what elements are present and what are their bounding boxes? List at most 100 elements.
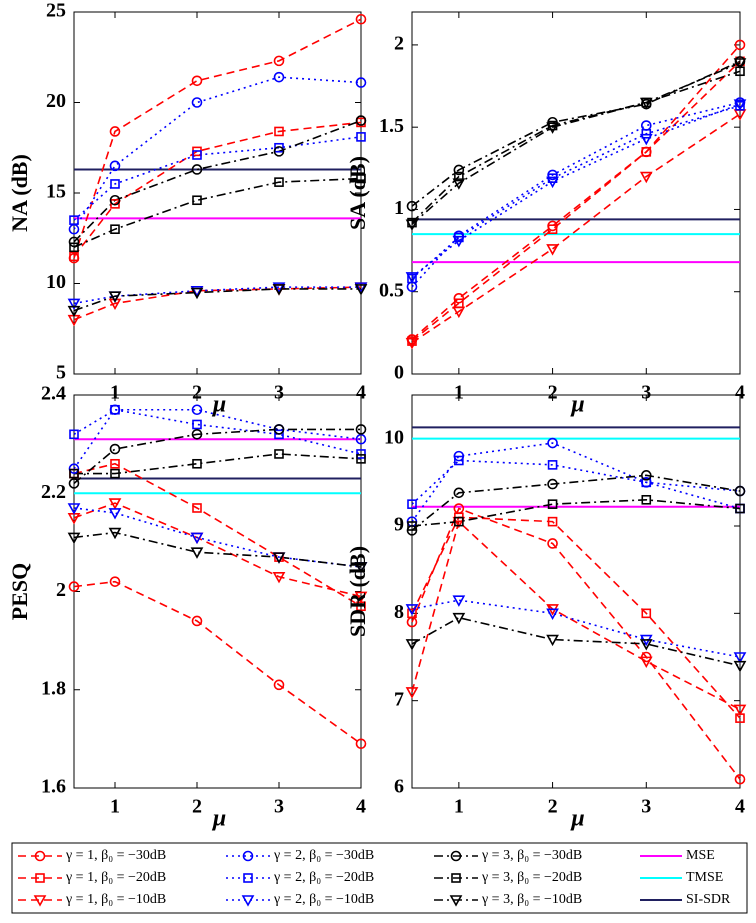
legend-marker (35, 873, 45, 883)
marker (547, 437, 558, 449)
x-axis-label: μ (569, 806, 584, 832)
series-line (73, 286, 361, 305)
marker (547, 499, 558, 509)
marker (547, 478, 558, 490)
legend-label: MSE (686, 848, 715, 863)
legend-label: γ = 2, β₀ = −20dB (273, 870, 374, 885)
y-tick-label: 5 (56, 362, 66, 384)
marker (274, 126, 284, 137)
series-line (411, 70, 741, 224)
marker (192, 150, 202, 160)
marker (272, 282, 286, 294)
legend-marker (243, 873, 253, 883)
x-axis-label: μ (569, 392, 584, 418)
legend-marker (450, 850, 462, 862)
y-tick-label: 2.2 (41, 481, 66, 503)
series-line (411, 474, 741, 531)
legend-marker (34, 850, 46, 862)
legend-label: γ = 1, β₀ = −20dB (65, 870, 166, 885)
marker (68, 581, 80, 592)
marker (452, 612, 466, 625)
legend-label: γ = 3, β₀ = −10dB (481, 892, 582, 907)
marker (190, 532, 204, 545)
marker (190, 287, 204, 300)
marker (67, 532, 81, 545)
marker (639, 639, 653, 651)
marker (68, 236, 80, 248)
marker (191, 97, 203, 108)
series-line (73, 119, 362, 243)
marker (110, 404, 120, 415)
marker (733, 58, 747, 70)
legend-marker (242, 850, 254, 862)
marker (734, 485, 746, 497)
x-tick-label: 1 (454, 796, 464, 818)
marker (191, 75, 203, 87)
marker (191, 164, 203, 175)
series-line (411, 507, 741, 780)
x-tick-label: 4 (735, 382, 745, 404)
x-tick-label: 2 (192, 796, 202, 818)
y-tick-label: 2 (394, 33, 404, 55)
x-tick-label: 1 (454, 382, 464, 404)
y-tick-label: 1.5 (379, 115, 404, 137)
marker (109, 576, 121, 587)
marker (641, 128, 652, 139)
series-line (73, 462, 362, 607)
marker (546, 608, 559, 620)
marker (354, 284, 368, 296)
panel: 0 0.5 1 1.5 2 1 2 3 4 μ SA (dB) (345, 11, 745, 418)
marker (453, 487, 465, 499)
x-tick-label: 3 (641, 796, 651, 818)
marker (273, 424, 285, 435)
legend-label: TMSE (686, 870, 723, 885)
marker (734, 39, 746, 51)
marker (734, 773, 746, 785)
x-tick-label: 4 (356, 382, 366, 404)
x-tick-label: 3 (641, 382, 651, 404)
y-tick-label: 2.4 (41, 383, 66, 405)
marker (355, 424, 367, 435)
marker (273, 55, 285, 67)
series-line (73, 288, 361, 312)
marker (546, 634, 559, 647)
marker (405, 639, 419, 651)
marker (546, 244, 559, 256)
marker (191, 404, 203, 416)
y-tick-label: 15 (46, 181, 66, 203)
legend-marker (33, 895, 47, 907)
axes-box (73, 394, 362, 789)
marker (190, 285, 204, 298)
legend-marker (449, 895, 463, 907)
marker (355, 115, 367, 126)
marker (108, 298, 122, 311)
marker (108, 527, 122, 540)
y-tick-label: 25 (46, 0, 66, 22)
x-tick-label: 3 (274, 382, 284, 404)
y-axis-label: SA (dB) (345, 156, 370, 230)
x-tick-label: 1 (110, 796, 120, 818)
marker (640, 470, 652, 481)
marker (546, 122, 559, 134)
marker (452, 235, 466, 248)
marker (639, 656, 653, 669)
series-line (411, 599, 741, 658)
y-axis-label: SDR (dB) (345, 546, 370, 637)
series-line (411, 101, 741, 288)
y-axis-label: NA (dB) (7, 154, 32, 232)
marker (356, 449, 366, 459)
y-tick-label: 1.6 (41, 776, 66, 798)
marker (110, 179, 120, 189)
legend-marker (451, 873, 461, 883)
marker (547, 460, 558, 470)
marker (191, 428, 203, 440)
x-tick-label: 2 (548, 796, 558, 818)
marker (110, 199, 120, 209)
marker (274, 177, 284, 187)
marker (454, 171, 464, 182)
x-axis-label: μ (211, 806, 226, 832)
marker (641, 147, 652, 157)
x-tick-label: 4 (356, 796, 366, 818)
panel: 1.6 1.8 2 2.2 2.4 1 2 3 4 μ PESQ (7, 383, 366, 832)
marker (454, 516, 464, 527)
